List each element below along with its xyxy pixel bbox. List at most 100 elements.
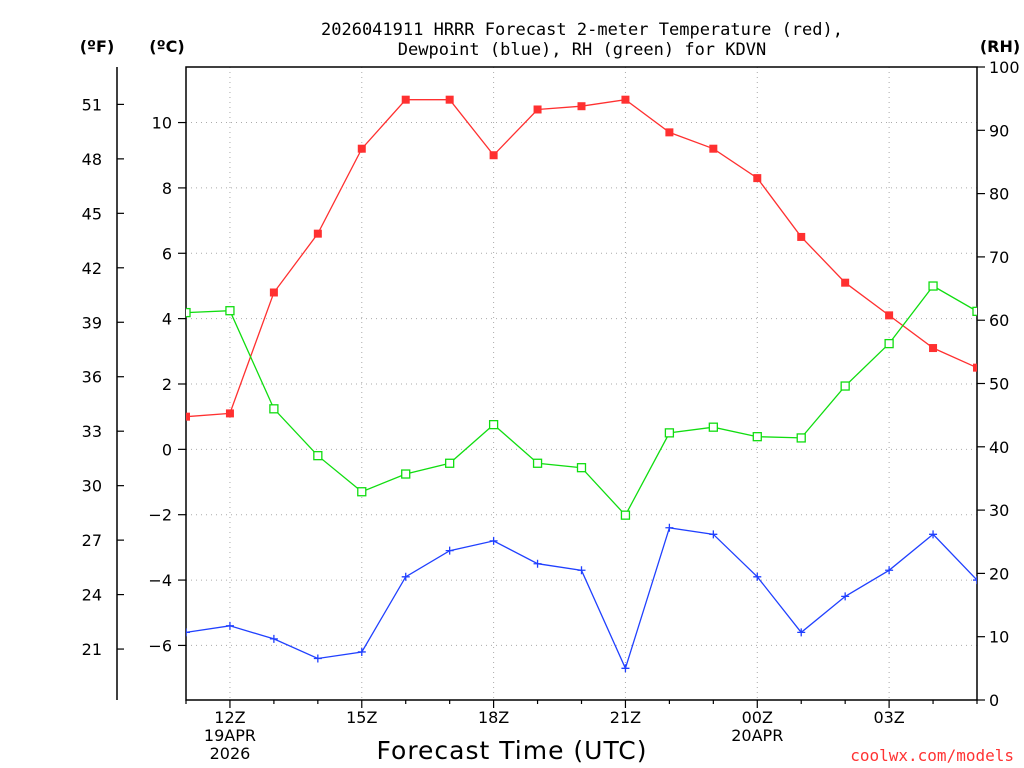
dewpoint-point (489, 536, 498, 545)
fahrenheit-tick-label: 24 (82, 586, 102, 605)
temperature-point (186, 412, 190, 421)
dewpoint-point (577, 566, 586, 575)
rh-tick-label: 80 (989, 185, 1009, 204)
dewpoint-point (269, 634, 278, 643)
rh-tick-label: 50 (989, 375, 1009, 394)
dewpoint-point (709, 530, 718, 539)
plot-area (186, 95, 977, 673)
fahrenheit-tick-label: 51 (82, 95, 102, 114)
x-tick-date-label: 20APR (731, 726, 783, 745)
rh-tick-label: 10 (989, 628, 1009, 647)
x-tick-label: 12Z (214, 708, 245, 727)
fahrenheit-tick-label: 30 (82, 477, 102, 496)
chart-title-line1: 2026041911 HRRR Forecast 2-meter Tempera… (321, 20, 843, 40)
dewpoint-point (313, 654, 322, 663)
temperature-point (269, 288, 278, 297)
rh-point (708, 422, 718, 432)
dewpoint-point (357, 647, 366, 656)
x-tick-label: 18Z (478, 708, 509, 727)
temperature-point (885, 311, 894, 320)
x-tick-label: 21Z (610, 708, 641, 727)
x-tick-label: 00Z (742, 708, 773, 727)
temperature-point (357, 144, 366, 153)
temperature-point (313, 229, 322, 238)
rh-point (840, 381, 850, 391)
fahrenheit-tick-label: 39 (82, 313, 102, 332)
dewpoint-point (665, 523, 674, 532)
dewpoint-line (186, 527, 977, 671)
temperature-point (841, 278, 850, 287)
data-layer (186, 95, 977, 673)
temperature-point (533, 105, 542, 114)
rh-point (884, 338, 894, 349)
fahrenheit-tick-label: 21 (82, 640, 102, 659)
fahrenheit-tick-label: 36 (82, 368, 102, 387)
credit-text: coolwx.com/models (850, 746, 1014, 765)
temperature-point (797, 232, 806, 241)
rh-line (186, 285, 977, 517)
fahrenheit-tick-label: 42 (82, 259, 102, 278)
x-tick-year-label: 2026 (210, 744, 251, 763)
chart-title-line2: Dewpoint (blue), RH (green) for KDVN (398, 40, 766, 60)
rh-point (972, 306, 977, 316)
dewpoint-point (929, 530, 938, 539)
dewpoint-point (186, 628, 190, 637)
dewpoint-point (885, 566, 894, 575)
temperature-point (753, 174, 762, 183)
rh-point (576, 463, 587, 473)
rh-point (796, 433, 806, 443)
temperature-point (973, 363, 977, 372)
rh-point (488, 419, 499, 430)
rh-tick-label: 90 (989, 121, 1009, 140)
rh-point (313, 451, 323, 461)
celsius-tick-label: −2 (148, 506, 172, 525)
temperature-point (621, 95, 630, 104)
tick-labels: 1086420−2−4−6514845423936333027242110090… (82, 58, 1020, 763)
rh-point (532, 458, 543, 468)
rh-point (357, 487, 367, 497)
rh-point (928, 281, 938, 291)
rh-tick-label: 70 (989, 248, 1009, 267)
dewpoint-point (445, 546, 454, 555)
celsius-tick-label: −6 (148, 636, 172, 655)
x-tick-label: 15Z (346, 708, 377, 727)
axes (116, 66, 985, 708)
x-tick-label: 03Z (873, 708, 904, 727)
fahrenheit-tick-label: 48 (82, 150, 102, 169)
temperature-point (445, 95, 454, 104)
celsius-tick-label: −4 (148, 571, 172, 590)
fahrenheit-tick-label: 33 (82, 422, 102, 441)
rh-point (186, 307, 191, 318)
rh-point (620, 510, 631, 520)
dewpoint-point (753, 572, 762, 581)
rh-point (269, 404, 279, 414)
celsius-unit-label: (ºC) (149, 37, 184, 56)
temperature-line (186, 99, 977, 418)
rh-tick-label: 0 (989, 691, 999, 710)
rh-tick-label: 30 (989, 501, 1009, 520)
celsius-tick-label: 6 (162, 244, 172, 263)
temperature-point (225, 409, 234, 418)
dewpoint-point (401, 572, 410, 581)
rh-point (225, 306, 235, 316)
fahrenheit-tick-label: 45 (82, 204, 102, 223)
celsius-tick-label: 8 (162, 179, 172, 198)
temperature-point (929, 344, 938, 353)
rh-point (401, 469, 411, 479)
temperature-point (577, 102, 586, 111)
fahrenheit-tick-label: 27 (82, 531, 102, 550)
celsius-tick-label: 10 (152, 114, 172, 133)
rh-tick-label: 100 (989, 58, 1020, 77)
temperature-point (709, 144, 718, 153)
temperature-point (489, 151, 498, 160)
rh-point (752, 432, 762, 442)
temperature-point (401, 95, 410, 104)
dewpoint-point (797, 628, 806, 637)
celsius-tick-label: 4 (162, 310, 172, 329)
dewpoint-point (533, 559, 542, 568)
x-axis-label: Forecast Time (UTC) (377, 736, 648, 765)
fahrenheit-unit-label: (ºF) (80, 37, 115, 56)
dewpoint-point (973, 576, 977, 585)
grid (186, 67, 977, 700)
